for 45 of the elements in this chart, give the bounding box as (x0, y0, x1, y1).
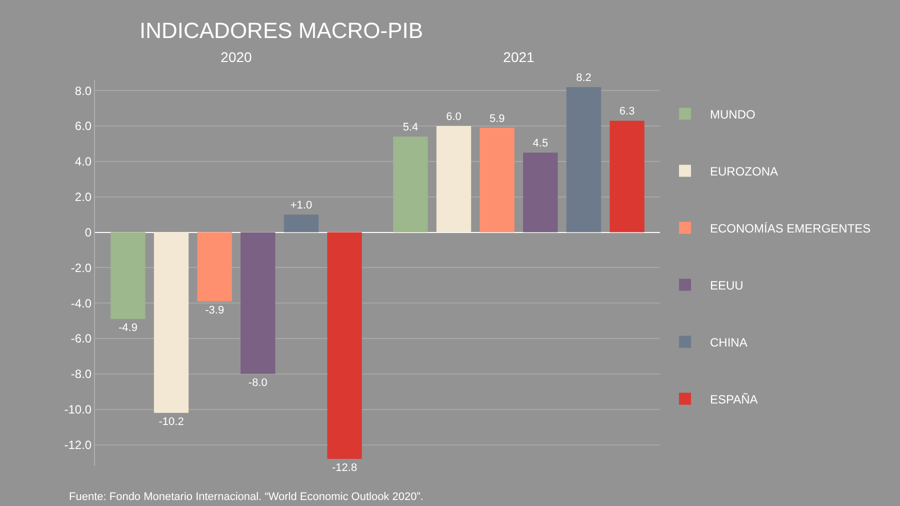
y-tick-label: -6.0 (70, 332, 92, 346)
bar (393, 136, 428, 232)
bar (154, 232, 189, 413)
data-label: 6.3 (619, 106, 635, 118)
bar (480, 128, 514, 232)
data-label: -10.2 (158, 416, 184, 428)
bar (566, 87, 602, 232)
data-label: 4.5 (532, 138, 548, 150)
data-label: 6.0 (446, 111, 462, 124)
y-tick-label: -10.0 (64, 402, 92, 417)
legend-label: EUROZONA (710, 164, 778, 178)
bar (327, 232, 362, 459)
x-tick-label: 2020 (220, 49, 252, 66)
legend-label: MUNDO (710, 107, 756, 122)
y-tick-label: 6.0 (74, 119, 92, 134)
legend-label: ESPAÑA (710, 392, 758, 406)
legend-label: ECONOMÍAS EMERGENTES (710, 221, 871, 236)
x-tick-label: 2021 (503, 49, 535, 66)
y-tick-label: -8.0 (70, 367, 92, 382)
y-tick-label: 2.0 (74, 190, 92, 204)
bar (284, 214, 319, 232)
bar (197, 232, 232, 302)
data-label: -12.8 (332, 462, 358, 474)
data-label: -3.9 (205, 304, 224, 316)
y-tick-label: 4.0 (74, 154, 92, 169)
y-tick-label: -12.0 (64, 438, 92, 452)
y-tick-label: -2.0 (70, 260, 92, 275)
data-label: +1.0 (290, 200, 312, 212)
data-label: 8.2 (576, 72, 592, 84)
bar (436, 126, 472, 232)
bar (610, 120, 644, 232)
legend-label: CHINA (710, 335, 748, 350)
legend-label: EEUU (710, 278, 744, 292)
data-label: -4.9 (118, 322, 138, 334)
y-tick-label: 8.0 (74, 84, 92, 98)
source-note: Fuente: Fondo Monetario Internacional. “World Economic Outlook 2020”. (69, 491, 424, 503)
chart-title: INDICADORES MACRO-PIB (140, 18, 424, 44)
data-label: 5.9 (489, 112, 505, 125)
data-label: -8.0 (248, 376, 268, 389)
y-tick-label: -4.0 (70, 296, 92, 310)
bar (110, 232, 146, 320)
y-tick-label: 0 (84, 225, 92, 240)
bar (523, 152, 558, 232)
bar (240, 232, 276, 374)
data-label: 5.4 (402, 122, 418, 134)
